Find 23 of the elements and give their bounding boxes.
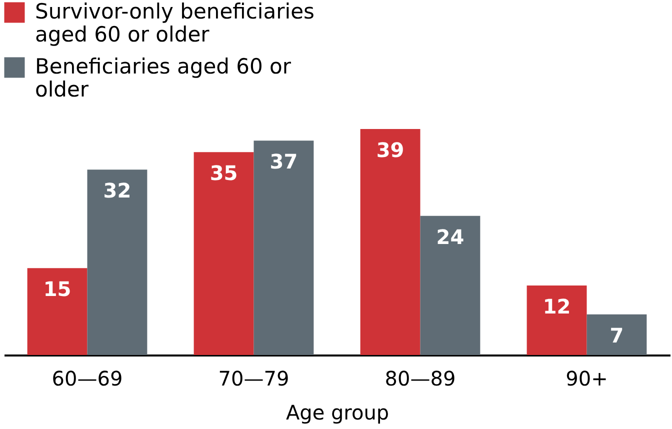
bar (194, 152, 254, 355)
bar (87, 170, 148, 355)
legend-label: Survivor-only beneficiaries aged 60 or older (35, 0, 314, 46)
data-label: 7 (610, 323, 624, 348)
bar (526, 285, 587, 355)
data-label: 39 (376, 138, 404, 162)
data-label: 15 (43, 277, 72, 302)
data-label: 32 (103, 178, 132, 203)
x-tick-label: 70—79 (218, 366, 290, 390)
data-label: 35 (210, 161, 238, 186)
x-axis-title: Age group (286, 400, 390, 424)
legend-label: Beneficiaries aged 60 or older (35, 54, 292, 102)
bar (420, 216, 480, 355)
bar (586, 314, 647, 355)
x-tick-label: 80—89 (384, 366, 456, 390)
bar (254, 140, 314, 355)
x-tick-label: 60—69 (52, 366, 123, 390)
bar (360, 129, 420, 355)
data-label: 12 (542, 294, 571, 318)
data-label: 37 (270, 150, 298, 174)
bar (27, 268, 88, 355)
x-tick-label: 90+ (566, 366, 608, 390)
data-label: 24 (436, 224, 464, 249)
